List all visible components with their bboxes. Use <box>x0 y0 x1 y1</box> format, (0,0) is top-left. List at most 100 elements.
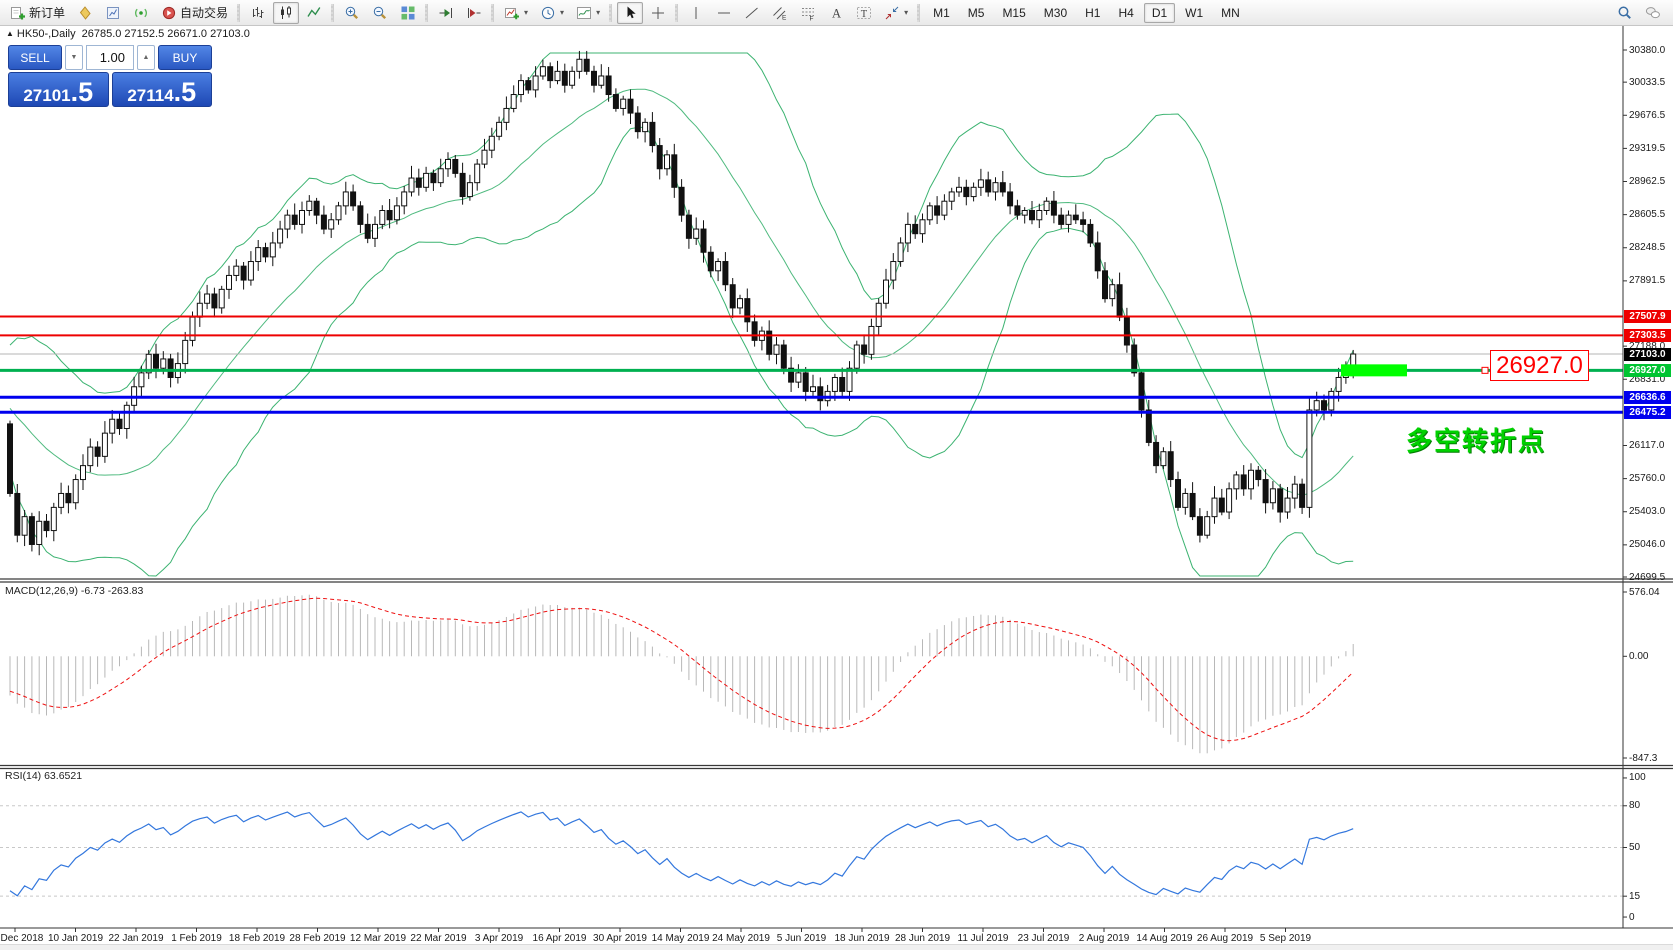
tf-d1[interactable]: D1 <box>1143 2 1176 23</box>
chart-canvas[interactable] <box>0 26 1673 950</box>
candle-body <box>437 168 444 184</box>
volume-increase-button[interactable]: ▲ <box>137 45 155 70</box>
candle-body <box>28 516 35 545</box>
candle-body <box>116 418 123 430</box>
vline-icon[interactable] <box>683 2 709 24</box>
search-icon[interactable] <box>1612 2 1638 24</box>
tf-m15[interactable]: M15 <box>1002 5 1026 20</box>
date-label: 2 Aug 2019 <box>1078 933 1130 944</box>
highlight-rectangle[interactable] <box>1341 364 1407 377</box>
chart-window[interactable]: ▲ HK50-,Daily 26785.0 27152.5 26671.0 2710… <box>0 26 1673 950</box>
candle-body <box>941 200 948 216</box>
price-badge-27303.5: 27303.5 <box>1624 328 1671 342</box>
toolbar-separator <box>425 3 429 22</box>
price-badge-27507.9: 27507.9 <box>1624 309 1671 323</box>
bollinger-middle-band <box>9 88 1354 496</box>
sell-price-main: 27101 <box>23 86 71 105</box>
signal-icon[interactable] <box>128 2 154 24</box>
rsi-tick-label: 50 <box>1629 842 1641 853</box>
candle-body <box>328 219 335 230</box>
templates-icon[interactable]: ▾ <box>571 2 605 24</box>
callout-anchor[interactable] <box>1481 366 1489 374</box>
volume-decrease-button[interactable]: ▼ <box>65 45 83 70</box>
chart-candles-icon[interactable] <box>273 1 300 24</box>
price-badge-26636.6: 26636.6 <box>1624 390 1671 404</box>
autotrade-icon[interactable]: 自动交易 <box>156 1 233 24</box>
candle-body <box>247 261 254 281</box>
price-tick-label: 30033.5 <box>1629 76 1666 88</box>
candle-body <box>583 58 590 72</box>
trendline-icon[interactable] <box>739 2 765 24</box>
sell-price-button[interactable]: 27101.5 <box>8 72 109 107</box>
symbol-title: ▲ HK50-,Daily 26785.0 27152.5 26671.0 2710… <box>6 28 250 40</box>
macd-tick-label: -847.3 <box>1629 753 1658 764</box>
text-label-icon[interactable]: T <box>851 2 877 24</box>
candle-body <box>678 186 685 216</box>
tf-m1[interactable]: M1 <box>933 5 950 20</box>
price-tick-label: 27891.5 <box>1629 275 1666 287</box>
profile-icon[interactable] <box>100 2 126 24</box>
chinese-annotation[interactable]: 多空转折点 <box>1406 426 1547 456</box>
volume-input[interactable]: 1.00 <box>86 45 134 70</box>
crosshair-icon[interactable] <box>645 2 671 24</box>
tf-m30[interactable]: M30 <box>1043 5 1068 20</box>
channel-icon[interactable]: E <box>767 2 793 24</box>
candle-body <box>634 112 641 133</box>
candle-body <box>1087 223 1094 244</box>
indicators-icon[interactable]: ▾ <box>499 2 533 24</box>
chat-icon[interactable] <box>1640 2 1666 24</box>
brush-icon[interactable] <box>72 2 98 24</box>
tf-m5[interactable]: M5 <box>967 5 985 20</box>
candle-body <box>963 186 970 198</box>
candle-body <box>1328 390 1335 411</box>
candle-body <box>1291 483 1298 499</box>
date-label: 30 Apr 2019 <box>593 933 647 944</box>
auto-scroll-icon[interactable] <box>433 2 459 24</box>
tf-h4[interactable]: H4 <box>1118 5 1134 20</box>
rsi-indicator-label: RSI(14) 63.6521 <box>5 770 83 782</box>
candle-body <box>284 214 291 230</box>
periods-icon[interactable]: ▾ <box>535 2 569 24</box>
buy-price-button[interactable]: 27114.5 <box>111 72 212 107</box>
tf-mn[interactable]: MN <box>1221 5 1240 20</box>
date-label: 10 Jan 2019 <box>47 933 104 944</box>
candle-body <box>956 186 962 193</box>
collapse-arrow-icon[interactable]: ▲ <box>6 29 14 38</box>
tf-w1[interactable]: W1 <box>1185 5 1204 20</box>
chart-shift-icon[interactable] <box>461 2 487 24</box>
candle-body <box>430 172 437 184</box>
candle-body <box>700 228 707 253</box>
candle-body <box>109 418 116 434</box>
zoom-in-icon[interactable] <box>339 2 365 24</box>
sell-button[interactable]: SELL <box>8 45 62 70</box>
rsi-line <box>9 811 1354 897</box>
cursor-icon[interactable] <box>617 1 644 24</box>
text-icon[interactable]: A <box>823 2 849 24</box>
candle-body <box>999 182 1006 193</box>
fibonacci-icon[interactable]: F <box>795 2 821 24</box>
candle-body <box>1145 409 1152 443</box>
chart-bars-icon[interactable] <box>245 2 271 24</box>
candle-body <box>357 205 364 225</box>
rsi-tick-label: 0 <box>1629 911 1635 923</box>
arrows-icon[interactable]: ▾ <box>879 2 913 24</box>
one-click-trading-panel: SELL ▼ 1.00 ▲ BUY 27101.5 27114.5 <box>8 45 212 107</box>
candle-body <box>664 154 670 170</box>
macd-tick-label: 0.00 <box>1629 651 1649 663</box>
candle-body <box>196 302 203 318</box>
tf-h1[interactable]: H1 <box>1085 5 1101 20</box>
candle-body <box>788 367 795 383</box>
zoom-out-icon[interactable] <box>367 2 393 24</box>
candle-body <box>1226 488 1233 513</box>
chart-line-icon[interactable] <box>301 2 327 24</box>
hline-icon[interactable] <box>711 2 737 24</box>
toolbar-separator <box>609 3 613 22</box>
new-order-icon[interactable]: 新订单 <box>5 1 70 24</box>
price-callout-box[interactable]: 26927.0 <box>1490 350 1589 381</box>
tile-windows-icon[interactable] <box>395 2 421 24</box>
candle-body <box>269 242 276 258</box>
candle-body <box>145 353 152 374</box>
candle-body <box>101 432 108 457</box>
candle-body <box>1248 469 1254 490</box>
buy-button[interactable]: BUY <box>158 45 212 70</box>
